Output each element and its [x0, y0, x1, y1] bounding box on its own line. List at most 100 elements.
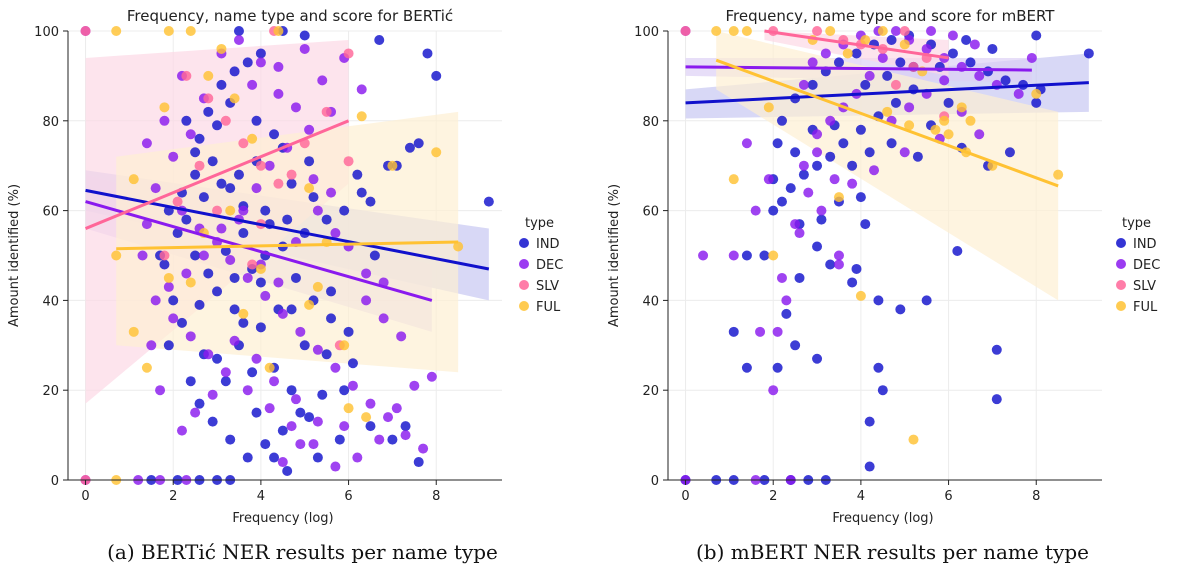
point-ind [339, 385, 350, 396]
point-ful [247, 133, 258, 144]
point-dec [877, 52, 888, 63]
point-ind [860, 219, 871, 230]
point-ful [930, 124, 941, 135]
point-dec [277, 308, 288, 319]
point-ind [238, 317, 249, 328]
point-dec [163, 281, 174, 292]
point-ind [181, 214, 192, 225]
point-ind [864, 461, 875, 472]
legend-title: type [525, 216, 554, 231]
point-ind [991, 344, 1002, 355]
point-dec [330, 362, 341, 373]
point-ful [185, 26, 196, 36]
x-axis-title: Frequency (log) [232, 511, 333, 526]
point-ind [864, 147, 875, 158]
legend-marker-dec [1116, 259, 1126, 269]
point-ind [873, 295, 884, 306]
point-ind [943, 97, 954, 108]
point-ful [163, 26, 174, 36]
point-dec [190, 407, 201, 418]
point-ful [728, 26, 739, 36]
point-ful [741, 26, 752, 36]
point-slv [247, 259, 258, 270]
point-ful [825, 26, 836, 36]
point-ful [128, 174, 139, 185]
point-dec [356, 84, 367, 95]
point-ind [781, 308, 792, 319]
legend-label-dec: DEC [536, 258, 563, 273]
point-ind [286, 178, 297, 189]
point-ind [1004, 147, 1015, 158]
point-dec [361, 295, 372, 306]
point-ful [111, 26, 122, 36]
y-tick-label: 0 [651, 474, 659, 489]
point-ful [128, 326, 139, 337]
point-dec [251, 183, 262, 194]
point-dec [295, 439, 306, 450]
point-ful [908, 434, 919, 445]
point-ind [251, 407, 262, 418]
point-ind [172, 228, 183, 239]
point-slv [812, 26, 823, 36]
point-ful [711, 26, 722, 36]
point-ind [794, 272, 805, 283]
point-ind [483, 196, 494, 207]
point-ful [728, 174, 739, 185]
point-dec [326, 187, 337, 198]
point-dec [146, 340, 157, 351]
point-dec [290, 102, 301, 113]
point-slv [212, 205, 223, 216]
point-ind [229, 272, 240, 283]
point-ind [260, 205, 271, 216]
point-ind [194, 398, 205, 409]
point-dec [203, 349, 214, 360]
point-dec [755, 326, 766, 337]
point-dec [339, 421, 350, 432]
point-ind [860, 79, 871, 90]
point-dec [150, 183, 161, 194]
point-ful [312, 281, 323, 292]
y-tick-label: 20 [642, 384, 659, 399]
point-ind [216, 178, 227, 189]
point-ind [159, 259, 170, 270]
x-tick-label: 4 [857, 489, 865, 504]
caption-a: (a) BERTić NER results per name type [107, 540, 498, 564]
point-ful [361, 412, 372, 423]
point-ind [365, 421, 376, 432]
x-tick-label: 4 [257, 489, 265, 504]
point-slv [680, 26, 691, 36]
point-ind [295, 407, 306, 418]
point-dec [396, 331, 407, 342]
point-ind [229, 66, 240, 77]
point-dec [308, 439, 319, 450]
legend-label-ful: FUL [1133, 300, 1158, 315]
point-ind [772, 138, 783, 149]
point-ind [369, 250, 380, 261]
y-axis-title: Amount identified (%) [7, 184, 22, 327]
point-ind [282, 466, 293, 477]
point-ind [238, 228, 249, 239]
point-ful [763, 102, 774, 113]
point-dec [794, 228, 805, 239]
point-dec [312, 344, 323, 355]
point-slv [286, 169, 297, 180]
legend-label-slv: SLV [1133, 279, 1156, 294]
point-ind [965, 57, 976, 68]
point-ind [776, 115, 787, 126]
point-ind [347, 358, 358, 369]
point-ind [163, 340, 174, 351]
point-ind [304, 412, 315, 423]
point-ful [216, 43, 227, 54]
point-ind [212, 353, 223, 364]
point-ful [225, 205, 236, 216]
point-ind [404, 142, 415, 153]
point-dec [926, 26, 937, 36]
point-ind [886, 138, 897, 149]
y-tick-label: 100 [34, 25, 59, 40]
x-tick-label: 8 [1032, 489, 1040, 504]
point-dec [181, 268, 192, 279]
point-ind [203, 106, 214, 117]
point-ful [229, 93, 240, 104]
point-ind [886, 34, 897, 45]
point-ind [812, 241, 823, 252]
